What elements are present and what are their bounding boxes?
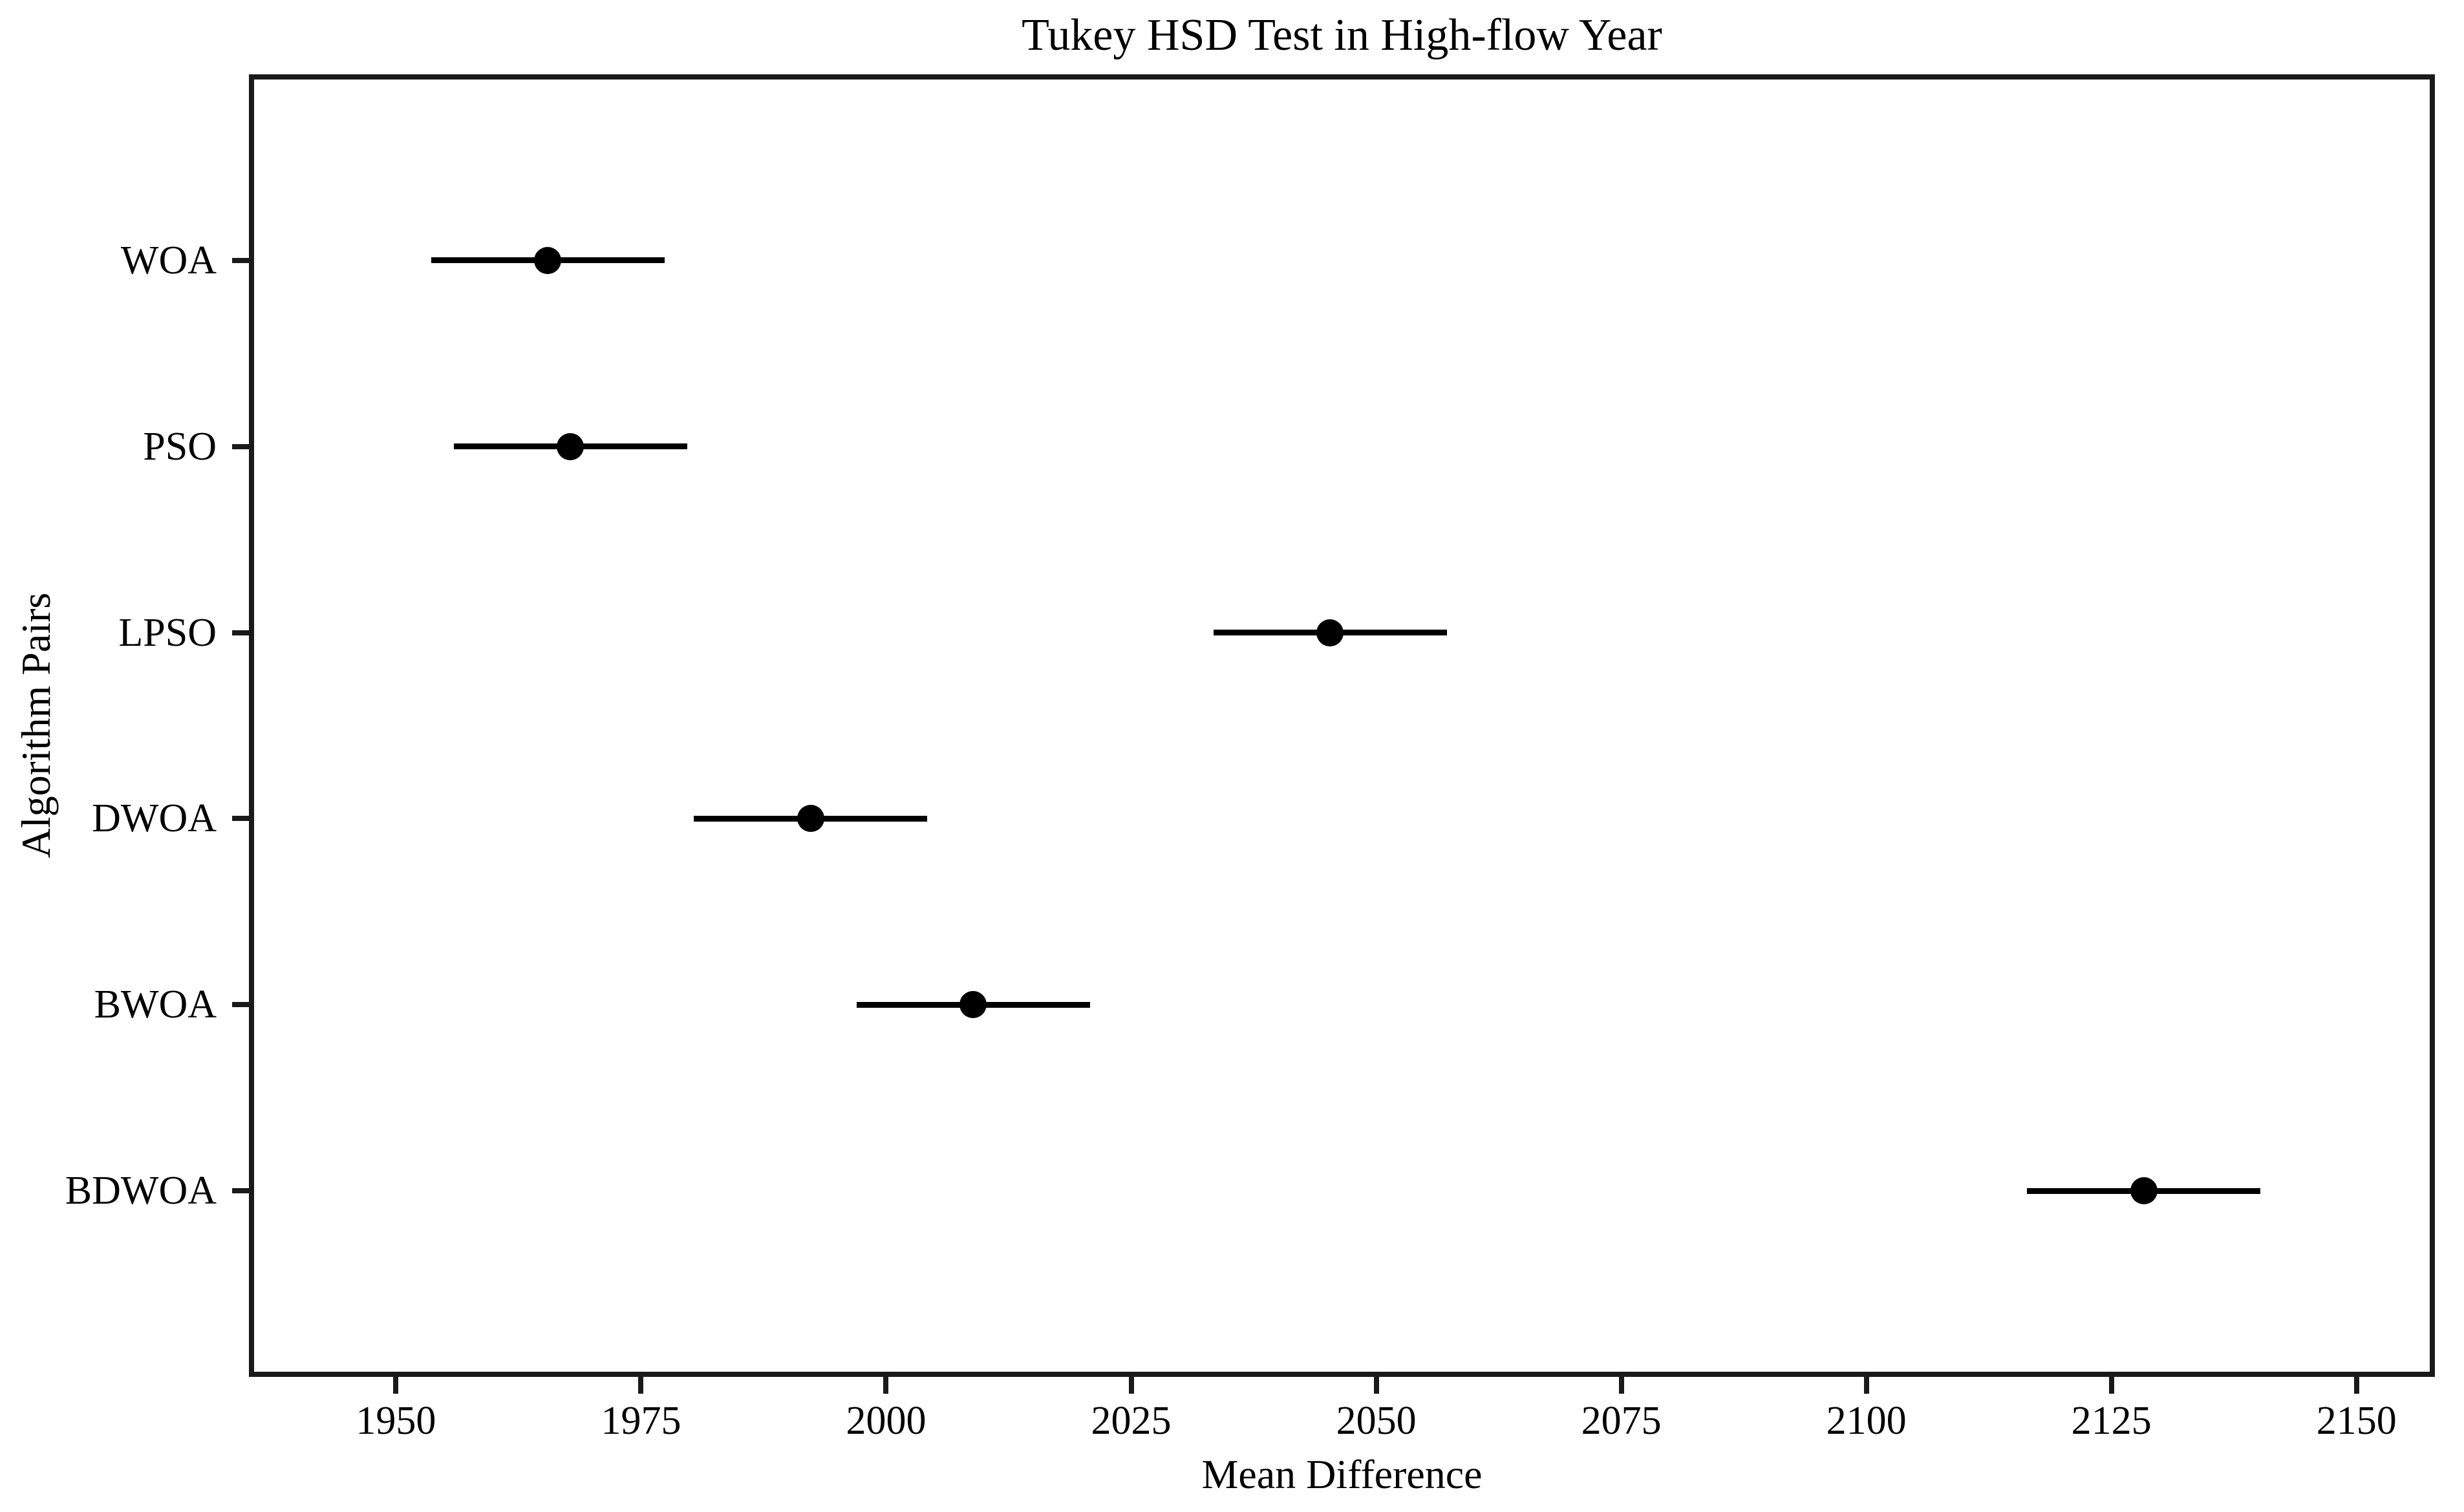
mean-marker-lpso <box>1316 619 1344 646</box>
x-tick <box>1373 1377 1379 1394</box>
x-tick-label: 2100 <box>1826 1399 1907 1443</box>
y-tick <box>232 816 249 822</box>
x-axis-label: Mean Difference <box>1201 1451 1483 1497</box>
y-tick-label: BWOA <box>94 983 217 1027</box>
x-tick <box>1618 1377 1624 1394</box>
mean-marker-bwoa <box>959 991 987 1019</box>
x-tick <box>393 1377 399 1394</box>
y-tick <box>232 443 249 449</box>
plot-frame <box>249 74 2435 1377</box>
x-tick-label: 1950 <box>356 1399 436 1443</box>
y-tick-label: PSO <box>143 424 217 469</box>
chart-title: Tukey HSD Test in High-flow Year <box>1022 10 1662 60</box>
x-tick-label: 2050 <box>1336 1399 1417 1443</box>
x-tick-label: 2150 <box>2316 1399 2397 1443</box>
mean-marker-pso <box>557 432 584 460</box>
y-axis-label: Algorithm Pairs <box>13 592 59 858</box>
mean-marker-bdwoa <box>2130 1177 2158 1205</box>
y-tick-label: DWOA <box>92 796 217 841</box>
y-tick-label: BDWOA <box>65 1169 217 1213</box>
x-tick <box>1863 1377 1869 1394</box>
x-tick <box>2353 1377 2359 1394</box>
x-tick <box>2108 1377 2114 1394</box>
y-tick <box>232 1188 249 1194</box>
x-tick <box>1128 1377 1134 1394</box>
x-tick <box>883 1377 889 1394</box>
y-tick <box>232 630 249 635</box>
x-tick <box>638 1377 644 1394</box>
x-tick-label: 2125 <box>2071 1399 2152 1443</box>
x-tick-label: 2000 <box>846 1399 927 1443</box>
x-tick-label: 2025 <box>1091 1399 1172 1443</box>
mean-marker-dwoa <box>797 805 824 833</box>
x-tick-label: 2075 <box>1581 1399 1662 1443</box>
y-tick-label: LPSO <box>118 610 217 655</box>
mean-marker-woa <box>534 246 562 274</box>
y-tick-label: WOA <box>120 238 217 282</box>
x-tick-label: 1975 <box>601 1399 681 1443</box>
y-tick <box>232 257 249 263</box>
y-tick <box>232 1002 249 1008</box>
